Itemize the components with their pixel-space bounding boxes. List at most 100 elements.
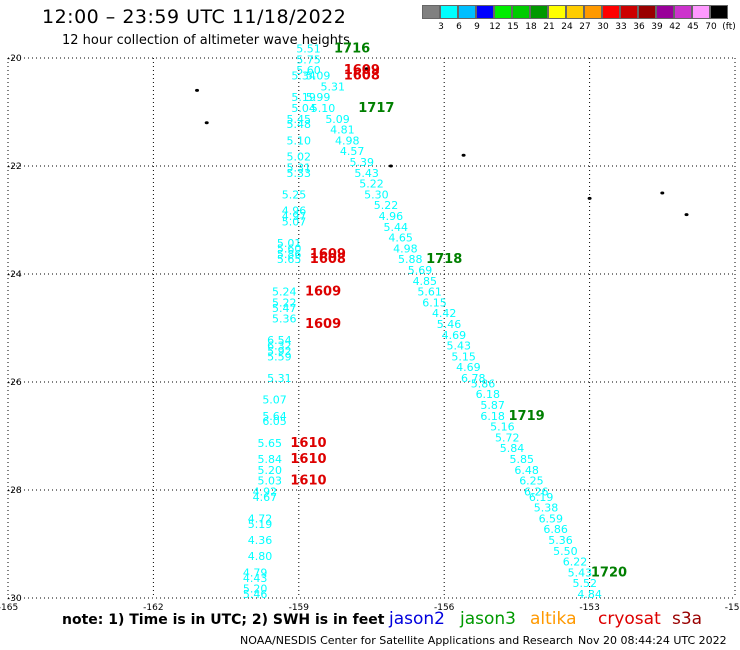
wave-height-value: 5.52 bbox=[573, 577, 598, 590]
wave-height-value: 4.69 bbox=[442, 329, 467, 342]
wave-height-value: 4.57 bbox=[340, 145, 365, 158]
credit-line: NOAA/NESDIS Center for Satellite Applica… bbox=[240, 634, 574, 647]
island-dot bbox=[364, 67, 369, 71]
wave-height-value: 5.48 bbox=[287, 118, 312, 131]
wave-height-value: 4.79 bbox=[243, 566, 268, 579]
wave-height-value: 5.61 bbox=[417, 286, 442, 299]
wave-height-value: 5.31 bbox=[267, 372, 292, 385]
wave-height-value: 5.20 bbox=[243, 583, 268, 596]
wave-height-value: 6.54 bbox=[267, 334, 292, 347]
legend-swatch bbox=[458, 5, 476, 19]
footer-note: note: 1) Time is in UTC; 2) SWH is in fe… bbox=[62, 612, 385, 628]
legend-label: (ft) bbox=[722, 22, 736, 32]
pass-time-label: 1610 bbox=[290, 474, 326, 489]
wave-height-value: 5.34 bbox=[291, 70, 316, 83]
wave-height-value: 4.96 bbox=[379, 210, 404, 223]
wave-height-value: 4.81 bbox=[330, 124, 355, 137]
wave-height-value: 5.64 bbox=[262, 410, 287, 423]
wave-height-value: 4.84 bbox=[577, 588, 602, 601]
wave-height-value: 5.30 bbox=[364, 188, 389, 201]
wave-height-value: 4.67 bbox=[253, 491, 278, 504]
legend-swatch bbox=[422, 5, 440, 19]
wave-height-value: 5.87 bbox=[480, 399, 505, 412]
wave-height-value: 5.19 bbox=[291, 91, 316, 104]
wave-height-value: 5.22 bbox=[272, 296, 297, 309]
wave-height-value: 4.85 bbox=[413, 275, 438, 288]
lat-tick-label: -20 bbox=[7, 54, 22, 64]
wave-height-value: 5.50 bbox=[553, 545, 578, 558]
wave-height-value: 6.26 bbox=[524, 485, 549, 498]
pass-time-label: 1608 bbox=[310, 252, 346, 267]
wave-height-value: 5.19 bbox=[248, 518, 273, 531]
wave-height-value: 6.19 bbox=[529, 491, 554, 504]
wave-height-value: 5.02 bbox=[287, 151, 312, 164]
wave-height-value: 5.69 bbox=[408, 264, 433, 277]
wave-height-value: 5.38 bbox=[534, 502, 559, 515]
map-grid bbox=[7, 57, 736, 599]
wave-height-value: 5.86 bbox=[471, 377, 496, 390]
wave-height-value: 4.72 bbox=[248, 512, 273, 525]
lon-tick-label: -156 bbox=[434, 603, 455, 613]
legend-swatch bbox=[692, 5, 710, 19]
wave-height-value: 5.20 bbox=[257, 464, 282, 477]
legend-swatch bbox=[566, 5, 584, 19]
wave-height-value: 4.92 bbox=[253, 485, 278, 498]
lon-tick-label: -153 bbox=[579, 603, 599, 613]
wave-height-value: 5.16 bbox=[490, 421, 515, 434]
legend-swatch bbox=[512, 5, 530, 19]
wave-height-value: 5.51 bbox=[296, 43, 321, 56]
wave-height-value: 5.09 bbox=[306, 70, 331, 83]
pass-time-label: 1609 bbox=[344, 63, 380, 78]
legend-label: 12 bbox=[489, 22, 501, 32]
lon-tick-label: -159 bbox=[289, 603, 310, 613]
wave-height-value: 5.03 bbox=[257, 475, 282, 488]
wave-height-value: 5.43 bbox=[446, 340, 471, 353]
pass-time-label: 1718 bbox=[426, 252, 462, 267]
pass-time-label: 1610 bbox=[290, 452, 326, 467]
wave-height-value: 5.43 bbox=[354, 167, 379, 180]
wave-height-value: 4.96 bbox=[282, 205, 307, 218]
wave-height-value: 5.84 bbox=[500, 442, 525, 455]
legend-swatch bbox=[494, 5, 512, 19]
wave-height-value: 5.72 bbox=[495, 431, 520, 444]
legend-swatch bbox=[638, 5, 656, 19]
wave-height-value: 6.78 bbox=[461, 372, 486, 385]
wave-height-value: 5.10 bbox=[287, 134, 312, 147]
satellite-jason2-label: jason2 bbox=[389, 609, 445, 629]
wave-height-value: 4.65 bbox=[388, 232, 413, 245]
wave-height-value: 5.45 bbox=[287, 113, 312, 126]
wave-height-value: 5.24 bbox=[272, 286, 297, 299]
legend-label: 24 bbox=[561, 22, 573, 32]
wave-height-value: 5.46 bbox=[243, 588, 268, 601]
lon-tick-label: -165 bbox=[0, 603, 18, 613]
wave-height-value: 5.84 bbox=[257, 453, 282, 466]
lon-tick-label: -150 bbox=[725, 603, 740, 613]
islands bbox=[195, 67, 689, 217]
legend-swatch bbox=[674, 5, 692, 19]
legend-label: 3 bbox=[438, 22, 444, 32]
pass-time-label: 1609 bbox=[305, 285, 341, 300]
satellite-jason3-label: jason3 bbox=[460, 609, 516, 629]
wave-height-value: 6.18 bbox=[476, 388, 501, 401]
wave-height-value: 6.32 bbox=[267, 340, 292, 353]
wave-height-value: 6.22 bbox=[563, 556, 588, 569]
island-dot bbox=[587, 196, 592, 200]
pass-time-label: 1609 bbox=[305, 317, 341, 332]
legend-label: 9 bbox=[474, 22, 480, 32]
wave-height-value: 5.25 bbox=[282, 188, 307, 201]
wave-height-value: 4.42 bbox=[432, 307, 457, 320]
wave-height-value: 6.25 bbox=[519, 475, 544, 488]
wave-height-value: 5.22 bbox=[374, 199, 399, 212]
lon-tick-label: -162 bbox=[143, 603, 163, 613]
wave-height-value: 5.04 bbox=[291, 102, 316, 115]
wave-height-value: 4.43 bbox=[243, 572, 268, 585]
wave-height-value: 6.59 bbox=[539, 512, 564, 525]
lat-tick-label: -22 bbox=[7, 162, 22, 172]
wave-height-value: 5.09 bbox=[325, 113, 350, 126]
lat-tick-label: -28 bbox=[7, 486, 22, 496]
legend-label: 18 bbox=[525, 22, 537, 32]
legend-label: 39 bbox=[651, 22, 663, 32]
pass-time-label: 1719 bbox=[508, 409, 544, 424]
wave-height-value: 5.60 bbox=[296, 64, 321, 77]
